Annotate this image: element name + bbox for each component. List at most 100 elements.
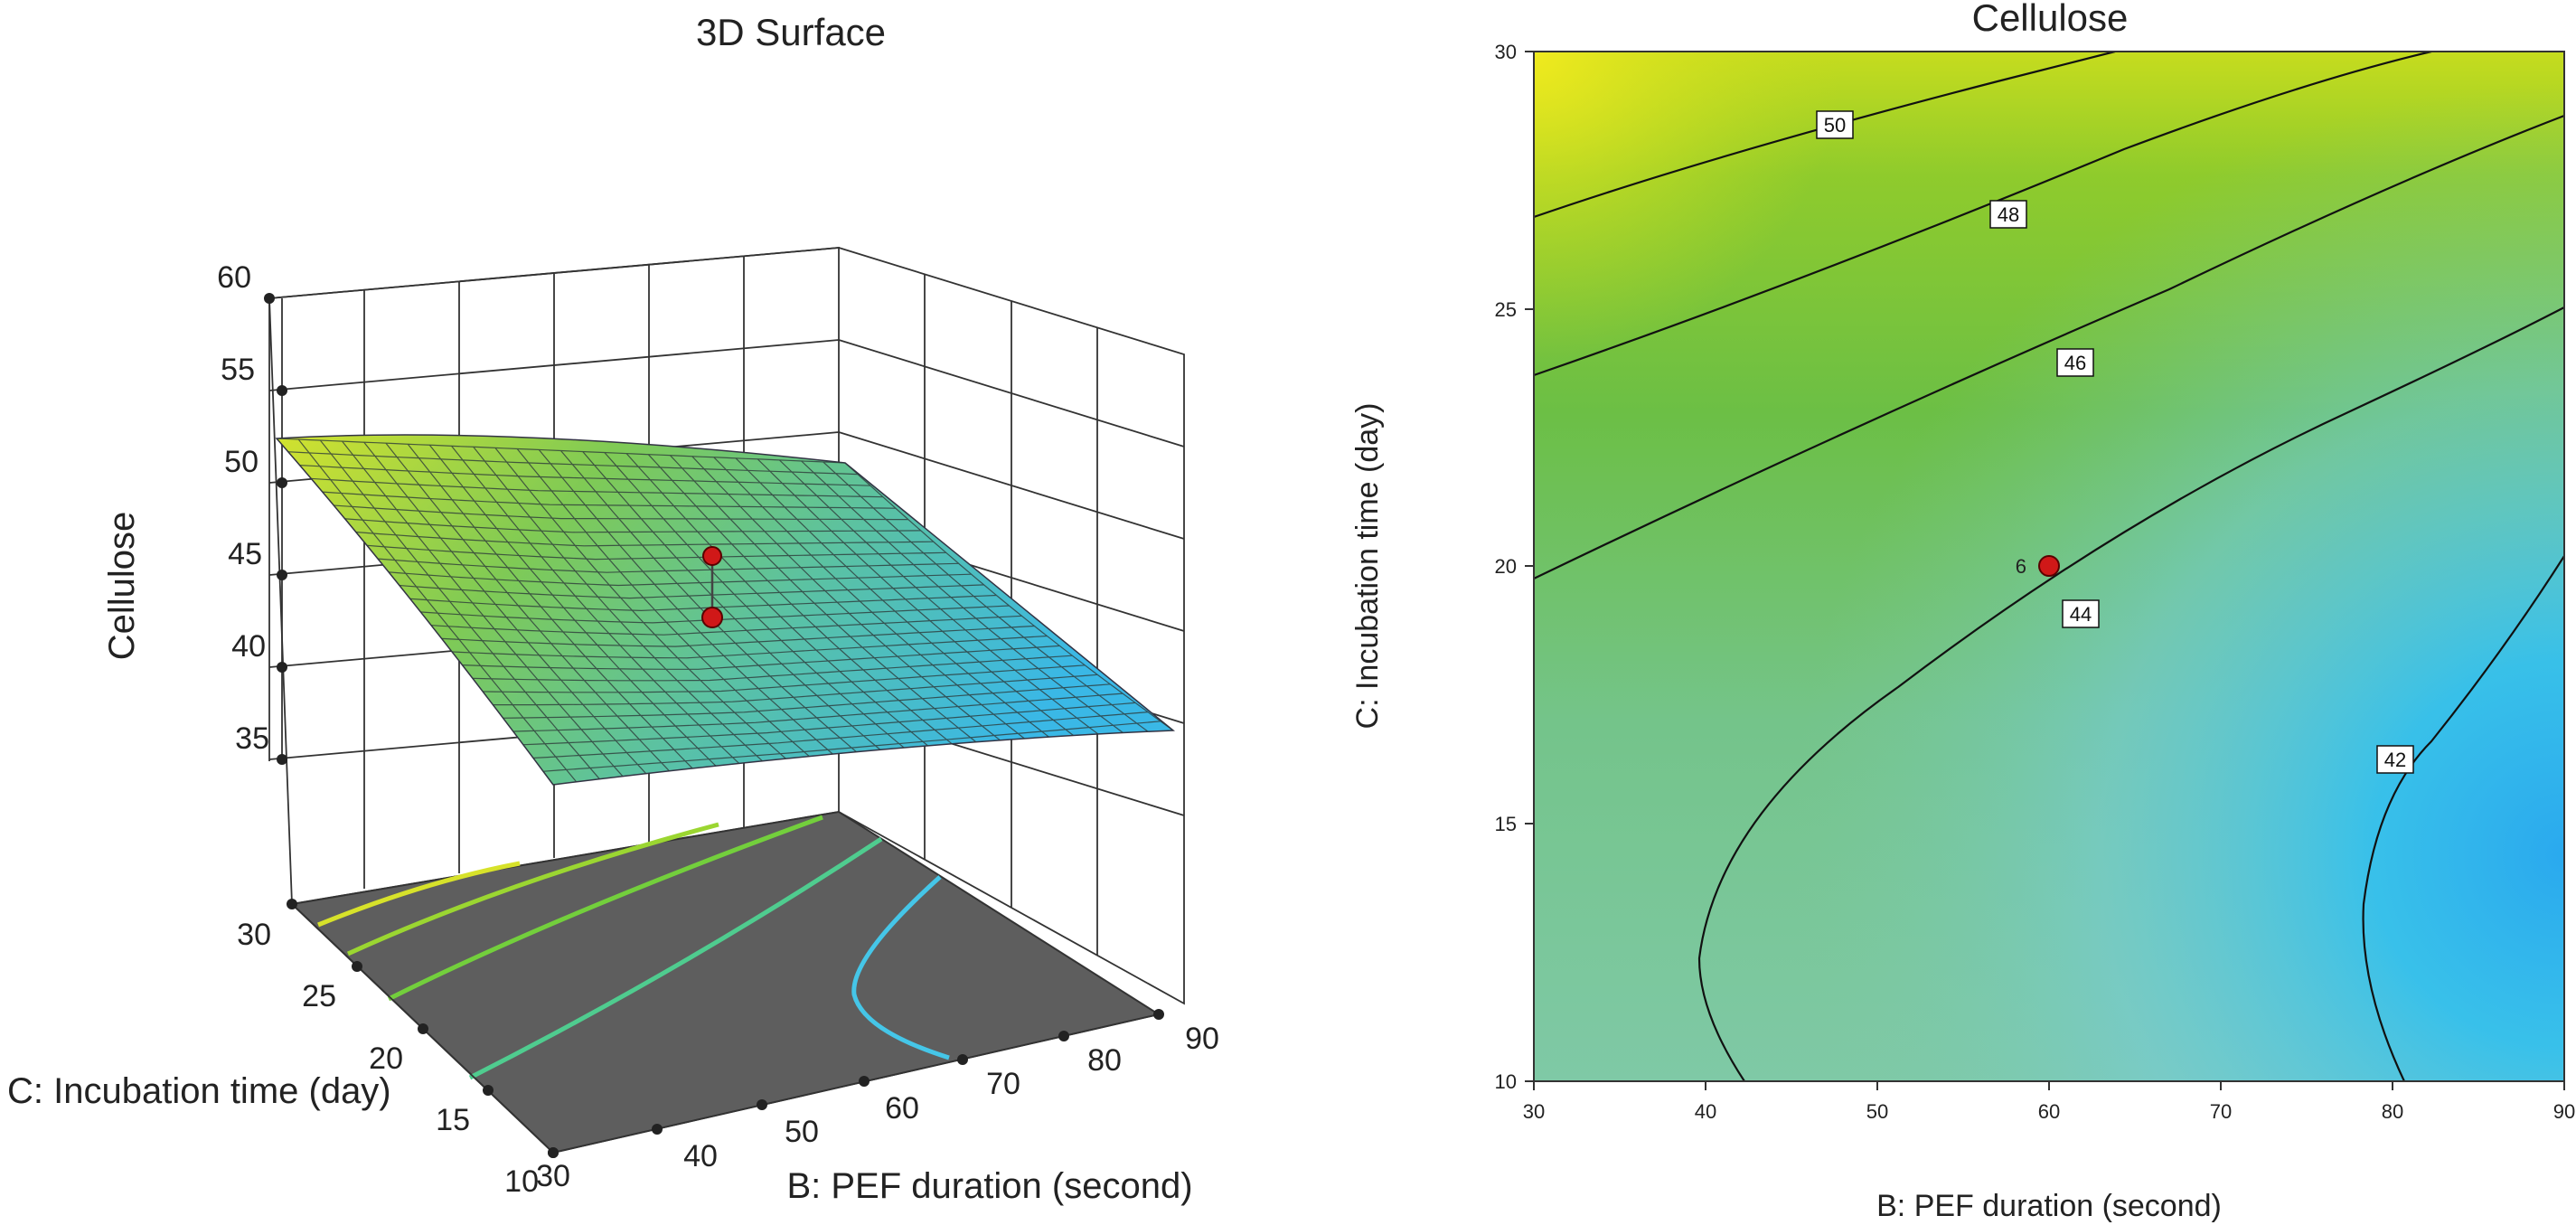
surface-mesh-line — [436, 625, 1035, 647]
z-tick-mark — [277, 385, 287, 396]
y-axis-title: C: Incubation time (day) — [7, 1071, 391, 1111]
contour-y-axis-title: C: Incubation time (day) — [1350, 403, 1385, 730]
contour-y-tick-label: 30 — [1495, 41, 1517, 63]
x-tick-mark — [652, 1124, 663, 1135]
contour-line-48 — [1534, 52, 2432, 377]
design-points-3d — [701, 546, 723, 628]
surface-mesh-line — [542, 721, 1161, 772]
y-tick-label: 30 — [237, 918, 271, 952]
contour-line-42 — [2362, 555, 2564, 1081]
z-tick-mark — [277, 477, 287, 488]
surface-mesh-line — [340, 517, 921, 533]
floor-contour-line — [317, 861, 521, 928]
surface-mesh-line — [404, 594, 997, 612]
x-tick-label: 90 — [1185, 1022, 1219, 1056]
contour-x-tick-label: 40 — [1695, 1100, 1716, 1123]
surface-mesh-line — [478, 664, 1086, 693]
x-tick-label: 70 — [986, 1067, 1020, 1101]
surface-mesh-line — [393, 584, 984, 599]
contour-label: 42 — [2384, 749, 2406, 771]
z-tick-mark — [264, 293, 275, 304]
surface-mesh-line — [371, 558, 959, 573]
surface-mesh-line — [287, 451, 859, 476]
surface-mesh-line — [382, 570, 972, 587]
contour-y-tick-label: 20 — [1495, 555, 1517, 578]
surface-mesh-line — [521, 702, 1136, 746]
surface-mesh-line — [319, 491, 896, 509]
contour-x-tick-label: 80 — [2382, 1100, 2403, 1123]
design-point-label: 6 — [2016, 555, 2026, 578]
contour-line-44 — [1697, 306, 2564, 1081]
design-point-marker — [701, 607, 723, 628]
z-tick-label: 45 — [228, 537, 262, 571]
y-tick-label: 15 — [436, 1103, 470, 1137]
contour-x-tick-label: 90 — [2553, 1100, 2575, 1123]
y-tick-mark — [483, 1085, 494, 1096]
x-tick-mark — [957, 1054, 968, 1065]
floor-axes — [287, 899, 1164, 1158]
contour-x-axis-title: B: PEF duration (second) — [1876, 1189, 2222, 1223]
contour-label: 48 — [1998, 203, 2019, 226]
surface-mesh-line — [425, 615, 1022, 636]
y-tick-labels: 30 25 20 15 10 C: Incubation time (day) — [7, 918, 539, 1199]
z-tick-label: 40 — [231, 629, 266, 664]
x-axis-title: B: PEF duration (second) — [786, 1166, 1192, 1206]
contour-axes: 30 40 50 60 70 80 90 30 25 20 15 10 B: P… — [1350, 41, 2575, 1223]
floor-contour-line — [346, 822, 719, 956]
surface-mesh-line — [489, 674, 1098, 706]
contour-x-tick-label: 60 — [2038, 1100, 2060, 1123]
contour-chart: Cellulose 50 48 46 44 42 — [1350, 0, 2575, 1223]
surface-chart-title: 3D Surface — [696, 11, 886, 53]
design-point-marker — [2038, 555, 2060, 577]
z-tick-label: 35 — [235, 721, 269, 756]
y-tick-mark — [287, 899, 297, 909]
surface-mesh-line — [510, 693, 1123, 732]
contour-chart-title: Cellulose — [1972, 0, 2129, 39]
y-tick-label: 10 — [504, 1164, 539, 1199]
contour-label-box — [2062, 599, 2100, 628]
z-tick-label: 60 — [217, 260, 251, 295]
floor-contour-line — [387, 815, 823, 1002]
z-tick-mark — [277, 570, 287, 580]
surface-mesh — [277, 438, 1173, 785]
z-tick-mark — [277, 754, 287, 765]
contour-label-box — [1989, 200, 2027, 229]
surface-3d-chart: 3D Surface — [7, 11, 1219, 1206]
surface-mesh-line — [277, 438, 846, 464]
x-tick-label: 80 — [1087, 1043, 1122, 1078]
surface-mesh-line — [351, 531, 934, 547]
x-tick-label: 30 — [536, 1159, 570, 1193]
contour-label: 44 — [2070, 603, 2092, 626]
surface-mesh-line — [329, 504, 908, 521]
response-surface — [275, 434, 1176, 786]
contour-y-tick-label: 15 — [1495, 813, 1517, 835]
surface-mesh-line — [500, 683, 1111, 719]
contour-y-tick-label: 25 — [1495, 298, 1517, 321]
contour-label-box — [2376, 745, 2414, 774]
z-tick-mark — [277, 662, 287, 673]
contour-label-box — [1816, 110, 1854, 139]
x-tick-label: 60 — [885, 1091, 919, 1126]
contour-x-tick-label: 70 — [2210, 1100, 2232, 1123]
surface-mesh-line — [457, 645, 1060, 670]
contour-x-tick-label: 30 — [1523, 1100, 1545, 1123]
x-tick-label: 40 — [683, 1139, 718, 1173]
contour-label-box — [2056, 348, 2094, 377]
contour-level-labels: 50 48 46 44 42 — [1816, 110, 2414, 774]
contour-label: 46 — [2064, 352, 2086, 374]
design-point-marker — [702, 546, 722, 566]
surface-mesh-line — [362, 544, 946, 561]
surface-mesh-line — [447, 635, 1048, 659]
x-tick-mark — [859, 1076, 870, 1087]
z-axis-title: Cellulose — [102, 512, 142, 661]
x-tick-labels: 30 40 50 60 70 80 90 B: PEF duration (se… — [536, 1022, 1219, 1206]
z-tick-label: 50 — [224, 445, 259, 479]
x-tick-label: 50 — [785, 1115, 819, 1149]
contour-line-46 — [1534, 114, 2564, 580]
contour-design-point: 6 — [2016, 555, 2060, 578]
floor-contour-line — [468, 836, 883, 1080]
x-tick-mark — [757, 1099, 767, 1110]
floor-contour-line — [851, 875, 950, 1060]
floor-contour-plane — [289, 810, 1161, 1154]
